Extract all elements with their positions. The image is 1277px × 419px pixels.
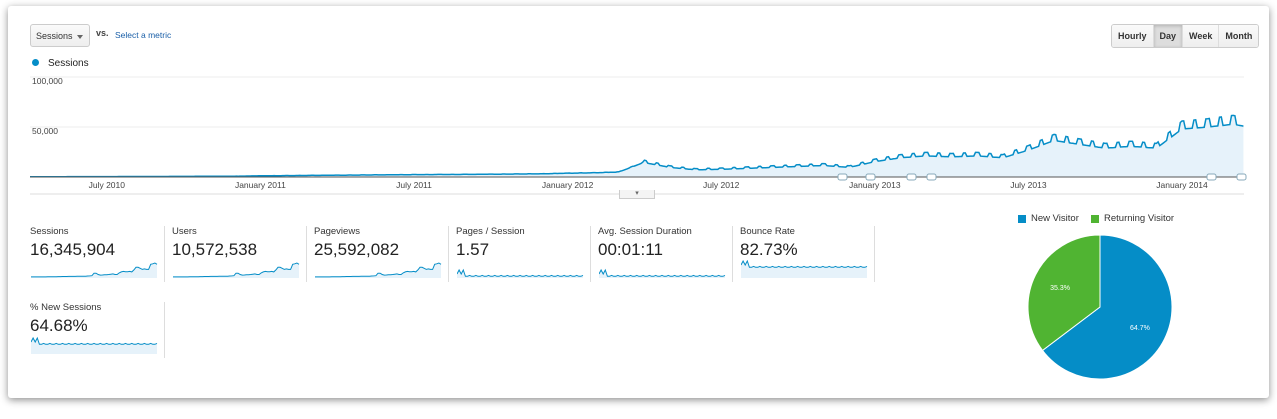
metric-tile-bounce-rate[interactable]: Bounce Rate 82.73%	[740, 226, 875, 282]
metric-tile-pages-session[interactable]: Pages / Session 1.57	[456, 226, 591, 282]
sparkline	[599, 268, 726, 278]
pie-legend-new: New Visitor	[1018, 213, 1079, 224]
metric-value: 82.73%	[740, 240, 798, 259]
x-tick: July 2011	[396, 180, 432, 190]
pie-label: 64.7%	[1130, 325, 1150, 332]
x-tick: January 2012	[541, 180, 594, 190]
annotation-marker-icon[interactable]	[906, 173, 917, 181]
week-button[interactable]: Week	[1182, 25, 1219, 47]
annotation-marker-icon[interactable]	[837, 173, 848, 181]
sessions-chart[interactable]	[8, 6, 1269, 206]
annotation-marker-icon[interactable]	[926, 173, 937, 181]
sessions-legend-dot	[32, 59, 39, 66]
sessions-line	[30, 114, 1244, 178]
x-tick: January 2014	[1156, 180, 1208, 190]
sparkline-line	[315, 262, 442, 278]
sparkline-fill	[599, 270, 725, 278]
metric-label: Avg. Session Duration	[598, 226, 692, 237]
pie-slice-returning-visitor[interactable]	[1027, 234, 1101, 352]
sparkline-fill	[31, 338, 157, 354]
vs-label: vs.	[96, 28, 109, 38]
sparkline-line	[741, 260, 868, 268]
sparkline	[173, 262, 300, 278]
metric-tile-users[interactable]: Users 10,572,538	[172, 226, 307, 282]
metric-label: Pages / Session	[456, 226, 525, 237]
sparkline-fill	[457, 270, 583, 278]
sparkline-fill	[741, 261, 867, 278]
metric-value: 16,345,904	[30, 240, 116, 259]
metric-label: Bounce Rate	[740, 226, 795, 237]
sparkline-line	[173, 262, 300, 278]
select-metric-link[interactable]: Select a metric	[115, 30, 172, 40]
sparkline-fill	[315, 263, 441, 278]
visitor-pie-chart: 64.7% 35.3%	[1027, 234, 1173, 380]
metric-value: 25,592,082	[314, 240, 400, 259]
pie-legend-returning: Returning Visitor	[1091, 213, 1174, 224]
annotation-marker-icon[interactable]	[865, 173, 876, 181]
new-visitor-swatch	[1018, 214, 1026, 223]
legend-label: Sessions	[48, 58, 89, 69]
sparkline-line	[31, 336, 158, 345]
sparkline-line	[31, 262, 158, 278]
metric-value: 1.57	[456, 240, 490, 259]
sparkline-line	[599, 268, 726, 277]
x-tick: January 2013	[849, 180, 901, 190]
chevron-down-icon	[77, 35, 83, 42]
sparkline-fill	[31, 263, 157, 278]
annotation-marker-icon[interactable]	[1206, 173, 1217, 181]
metric-tile-avg-session-duration[interactable]: Avg. Session Duration 00:01:11	[598, 226, 733, 282]
x-tick: July 2010	[88, 180, 125, 190]
pie-slice-new-visitor[interactable]	[1041, 234, 1173, 380]
analytics-panel: Sessions vs. Select a metric Hourly Day …	[8, 6, 1269, 398]
metric-value: 64.68%	[30, 316, 88, 335]
legend-label: Returning Visitor	[1104, 213, 1175, 224]
metric-tile-pageviews[interactable]: Pageviews 25,592,082	[314, 226, 449, 282]
metric-label: % New Sessions	[30, 302, 102, 313]
month-button[interactable]: Month	[1218, 25, 1259, 47]
metric-tile-sessions[interactable]: Sessions 16,345,904	[30, 226, 165, 282]
metric-select[interactable]: Sessions	[30, 24, 90, 47]
day-button[interactable]: Day	[1152, 25, 1183, 47]
x-tick: July 2012	[702, 180, 740, 190]
collapse-handle[interactable]: ▾	[619, 190, 655, 199]
annotation-marker-icon[interactable]	[1236, 173, 1247, 181]
y-tick: 100,000	[32, 76, 63, 86]
sparkline	[31, 336, 158, 354]
sparkline-fill	[173, 263, 299, 278]
metric-value: 10,572,538	[172, 240, 258, 259]
sessions-area	[30, 115, 1244, 177]
metric-label: Sessions	[30, 226, 69, 237]
x-tick: July 2013	[1010, 180, 1047, 190]
granularity-buttons: Hourly Day Week Month	[1111, 24, 1260, 48]
metric-tile--new-sessions[interactable]: % New Sessions 64.68%	[30, 302, 165, 358]
y-tick: 50,000	[32, 126, 58, 136]
sparkline	[457, 268, 584, 278]
sparkline	[315, 262, 442, 278]
returning-visitor-swatch	[1091, 214, 1099, 223]
x-tick: January 2011	[234, 180, 286, 190]
metric-select-value: Sessions	[36, 31, 73, 41]
chart-legend: Sessions	[32, 58, 89, 69]
sparkline	[741, 260, 868, 278]
hourly-button[interactable]: Hourly	[1112, 25, 1153, 47]
metric-label: Users	[172, 226, 197, 237]
pie-label: 35.3%	[1050, 285, 1070, 292]
metric-label: Pageviews	[314, 226, 360, 237]
sparkline-line	[457, 268, 584, 277]
metric-value: 00:01:11	[598, 240, 663, 259]
sparkline	[31, 262, 158, 278]
legend-label: New Visitor	[1031, 213, 1079, 224]
